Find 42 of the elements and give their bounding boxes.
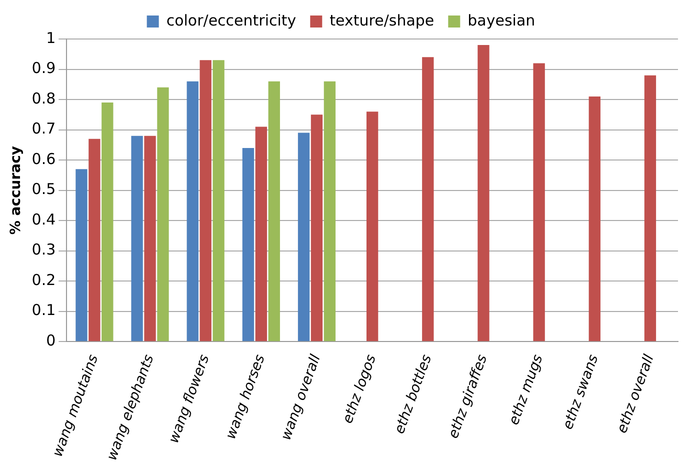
- y-tick-label: 0.5: [32, 180, 56, 198]
- bar: [478, 45, 490, 342]
- x-tick-label: ethz swans: [560, 352, 602, 432]
- y-tick-label: 0.3: [32, 240, 56, 259]
- bar: [533, 63, 545, 342]
- bar: [310, 114, 323, 342]
- bar: [644, 75, 656, 342]
- x-tick-label: wang overall: [278, 352, 324, 442]
- legend-label: bayesian: [468, 11, 536, 30]
- y-tick-label: 0: [46, 332, 56, 350]
- bar: [422, 57, 434, 342]
- y-tick-label: 0.1: [32, 301, 56, 320]
- bar: [242, 148, 254, 342]
- bar: [268, 81, 280, 342]
- bar: [212, 60, 224, 342]
- x-tick-label: ethz giraffes: [446, 352, 491, 441]
- bar: [366, 112, 378, 342]
- bar: [298, 132, 310, 342]
- bar: [131, 136, 143, 342]
- bar: [186, 81, 198, 342]
- bar: [255, 126, 268, 342]
- y-axis-title: % accuracy: [8, 146, 24, 235]
- legend-label: texture/shape: [330, 11, 434, 30]
- y-tick-label: 0.2: [32, 270, 56, 289]
- bar: [76, 169, 88, 342]
- bar: [324, 81, 336, 342]
- bar: [102, 102, 114, 342]
- x-tick-label: ethz overall: [614, 352, 658, 436]
- y-tick-label: 0.8: [32, 89, 56, 108]
- y-tick-label: 0.7: [32, 120, 56, 138]
- bar: [144, 136, 156, 342]
- bar: [200, 60, 212, 342]
- bar: [88, 138, 100, 342]
- y-tick-label: 1: [46, 28, 56, 47]
- legend-label: color/eccentricity: [166, 11, 296, 30]
- x-tick-label: ethz logos: [340, 352, 380, 426]
- y-tick-label: 0.6: [32, 150, 56, 168]
- bar: [588, 96, 600, 342]
- y-tick-label: 0.4: [32, 210, 56, 228]
- x-tick-label: ethz mugs: [506, 352, 546, 428]
- bar: [157, 87, 169, 342]
- y-tick-label: 0.9: [32, 59, 56, 78]
